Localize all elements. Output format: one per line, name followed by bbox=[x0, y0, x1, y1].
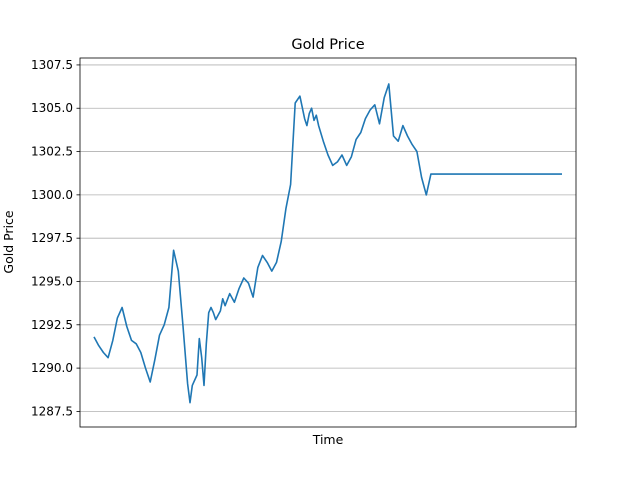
y-tick-label: 1295.0 bbox=[31, 274, 73, 288]
plot-frame bbox=[79, 57, 577, 428]
chart-title: Gold Price bbox=[291, 37, 364, 53]
y-tick-label: 1297.5 bbox=[31, 231, 73, 245]
y-axis: 1287.5 1290.0 1292.5 1295.0 1297.5 1300.0 1302… bbox=[31, 58, 80, 418]
y-tick-label: 1287.5 bbox=[31, 404, 73, 418]
y-tick-label: 1292.5 bbox=[31, 318, 73, 332]
y-tick-label: 1300.0 bbox=[31, 188, 73, 202]
y-tick-label: 1290.0 bbox=[31, 361, 73, 375]
price-line-layer bbox=[93, 83, 562, 404]
y-tick-label: 1305.0 bbox=[31, 101, 73, 115]
y-tick-label: 1302.5 bbox=[31, 145, 73, 159]
grid-lines bbox=[80, 64, 576, 412]
y-axis-label: Gold Price bbox=[1, 210, 16, 274]
x-axis-label: Time bbox=[312, 432, 344, 447]
y-tick-label: 1307.5 bbox=[31, 58, 73, 72]
gold-price-line bbox=[93, 83, 562, 404]
